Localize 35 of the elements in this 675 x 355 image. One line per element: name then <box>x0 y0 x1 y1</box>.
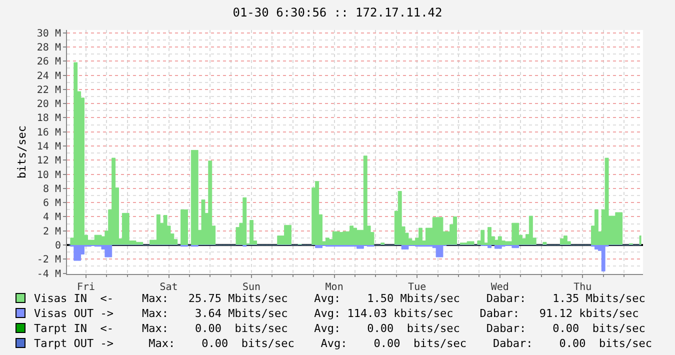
x-tick-label: Fri <box>76 282 95 293</box>
y-tick-label: 22 M <box>36 84 61 96</box>
x-tick-label: Mon <box>325 282 344 293</box>
legend-label: Tarpt IN <- <box>34 322 114 335</box>
y-tick-label: 28 M <box>36 42 61 54</box>
y-tick-label: 24 M <box>36 70 61 82</box>
x-tick-label: Wed <box>490 282 509 293</box>
y-tick-label: 26 M <box>36 56 61 68</box>
y-axis-title: bits/sec <box>16 126 29 178</box>
text: Max: 3.64 Mbits/sec Avg: 114.03 kbits/sec Dabar: 91.12 kbits/sec <box>142 307 639 320</box>
chart-title: 01-30 6:30:56 :: 172.17.11.42 <box>232 5 442 20</box>
y-tick-label: 18 M <box>36 113 61 124</box>
text: Max: 0.00 bits/sec Avg: 0.00 bits/sec Dabar: 0.00 bits/sec <box>142 322 646 335</box>
legend-label: Visas IN <- <box>34 292 114 305</box>
y-tick-label: -2 M <box>36 254 61 266</box>
x-tick-label: Thu <box>574 282 592 293</box>
y-tick-label: 12 M <box>36 156 61 167</box>
y-tick-label: 2 M <box>42 226 61 238</box>
y-tick-label: 8 M <box>42 184 61 195</box>
legend-label: Visas OUT -> <box>34 307 114 320</box>
y-tick-label: 16 M <box>36 127 61 138</box>
x-tick-label: Tue <box>408 282 426 293</box>
y-tick-label: 30 M <box>36 28 61 40</box>
y-tick-label: 10 M <box>36 170 61 181</box>
y-tick-label: -4 M <box>36 268 61 280</box>
legend-label: Tarpt OUT -> <box>34 337 114 350</box>
y-tick-label: 4 M <box>42 212 61 224</box>
x-tick-label: Sat <box>160 282 178 293</box>
y-tick-label: 0 <box>54 240 61 252</box>
y-tick-label: 6 M <box>42 198 61 210</box>
text: Max: 0.00 bits/sec Avg: 0.00 bits/sec Dabar: 0.00 bits/sec <box>142 337 652 350</box>
text: Max: 25.75 Mbits/sec Avg: 1.50 Mbits/sec Dabar: 1.35 Mbits/sec <box>142 292 646 305</box>
y-tick-label: 14 M <box>36 141 61 152</box>
y-tick-label: 20 M <box>36 99 61 110</box>
x-tick-label: Sun <box>242 282 261 293</box>
